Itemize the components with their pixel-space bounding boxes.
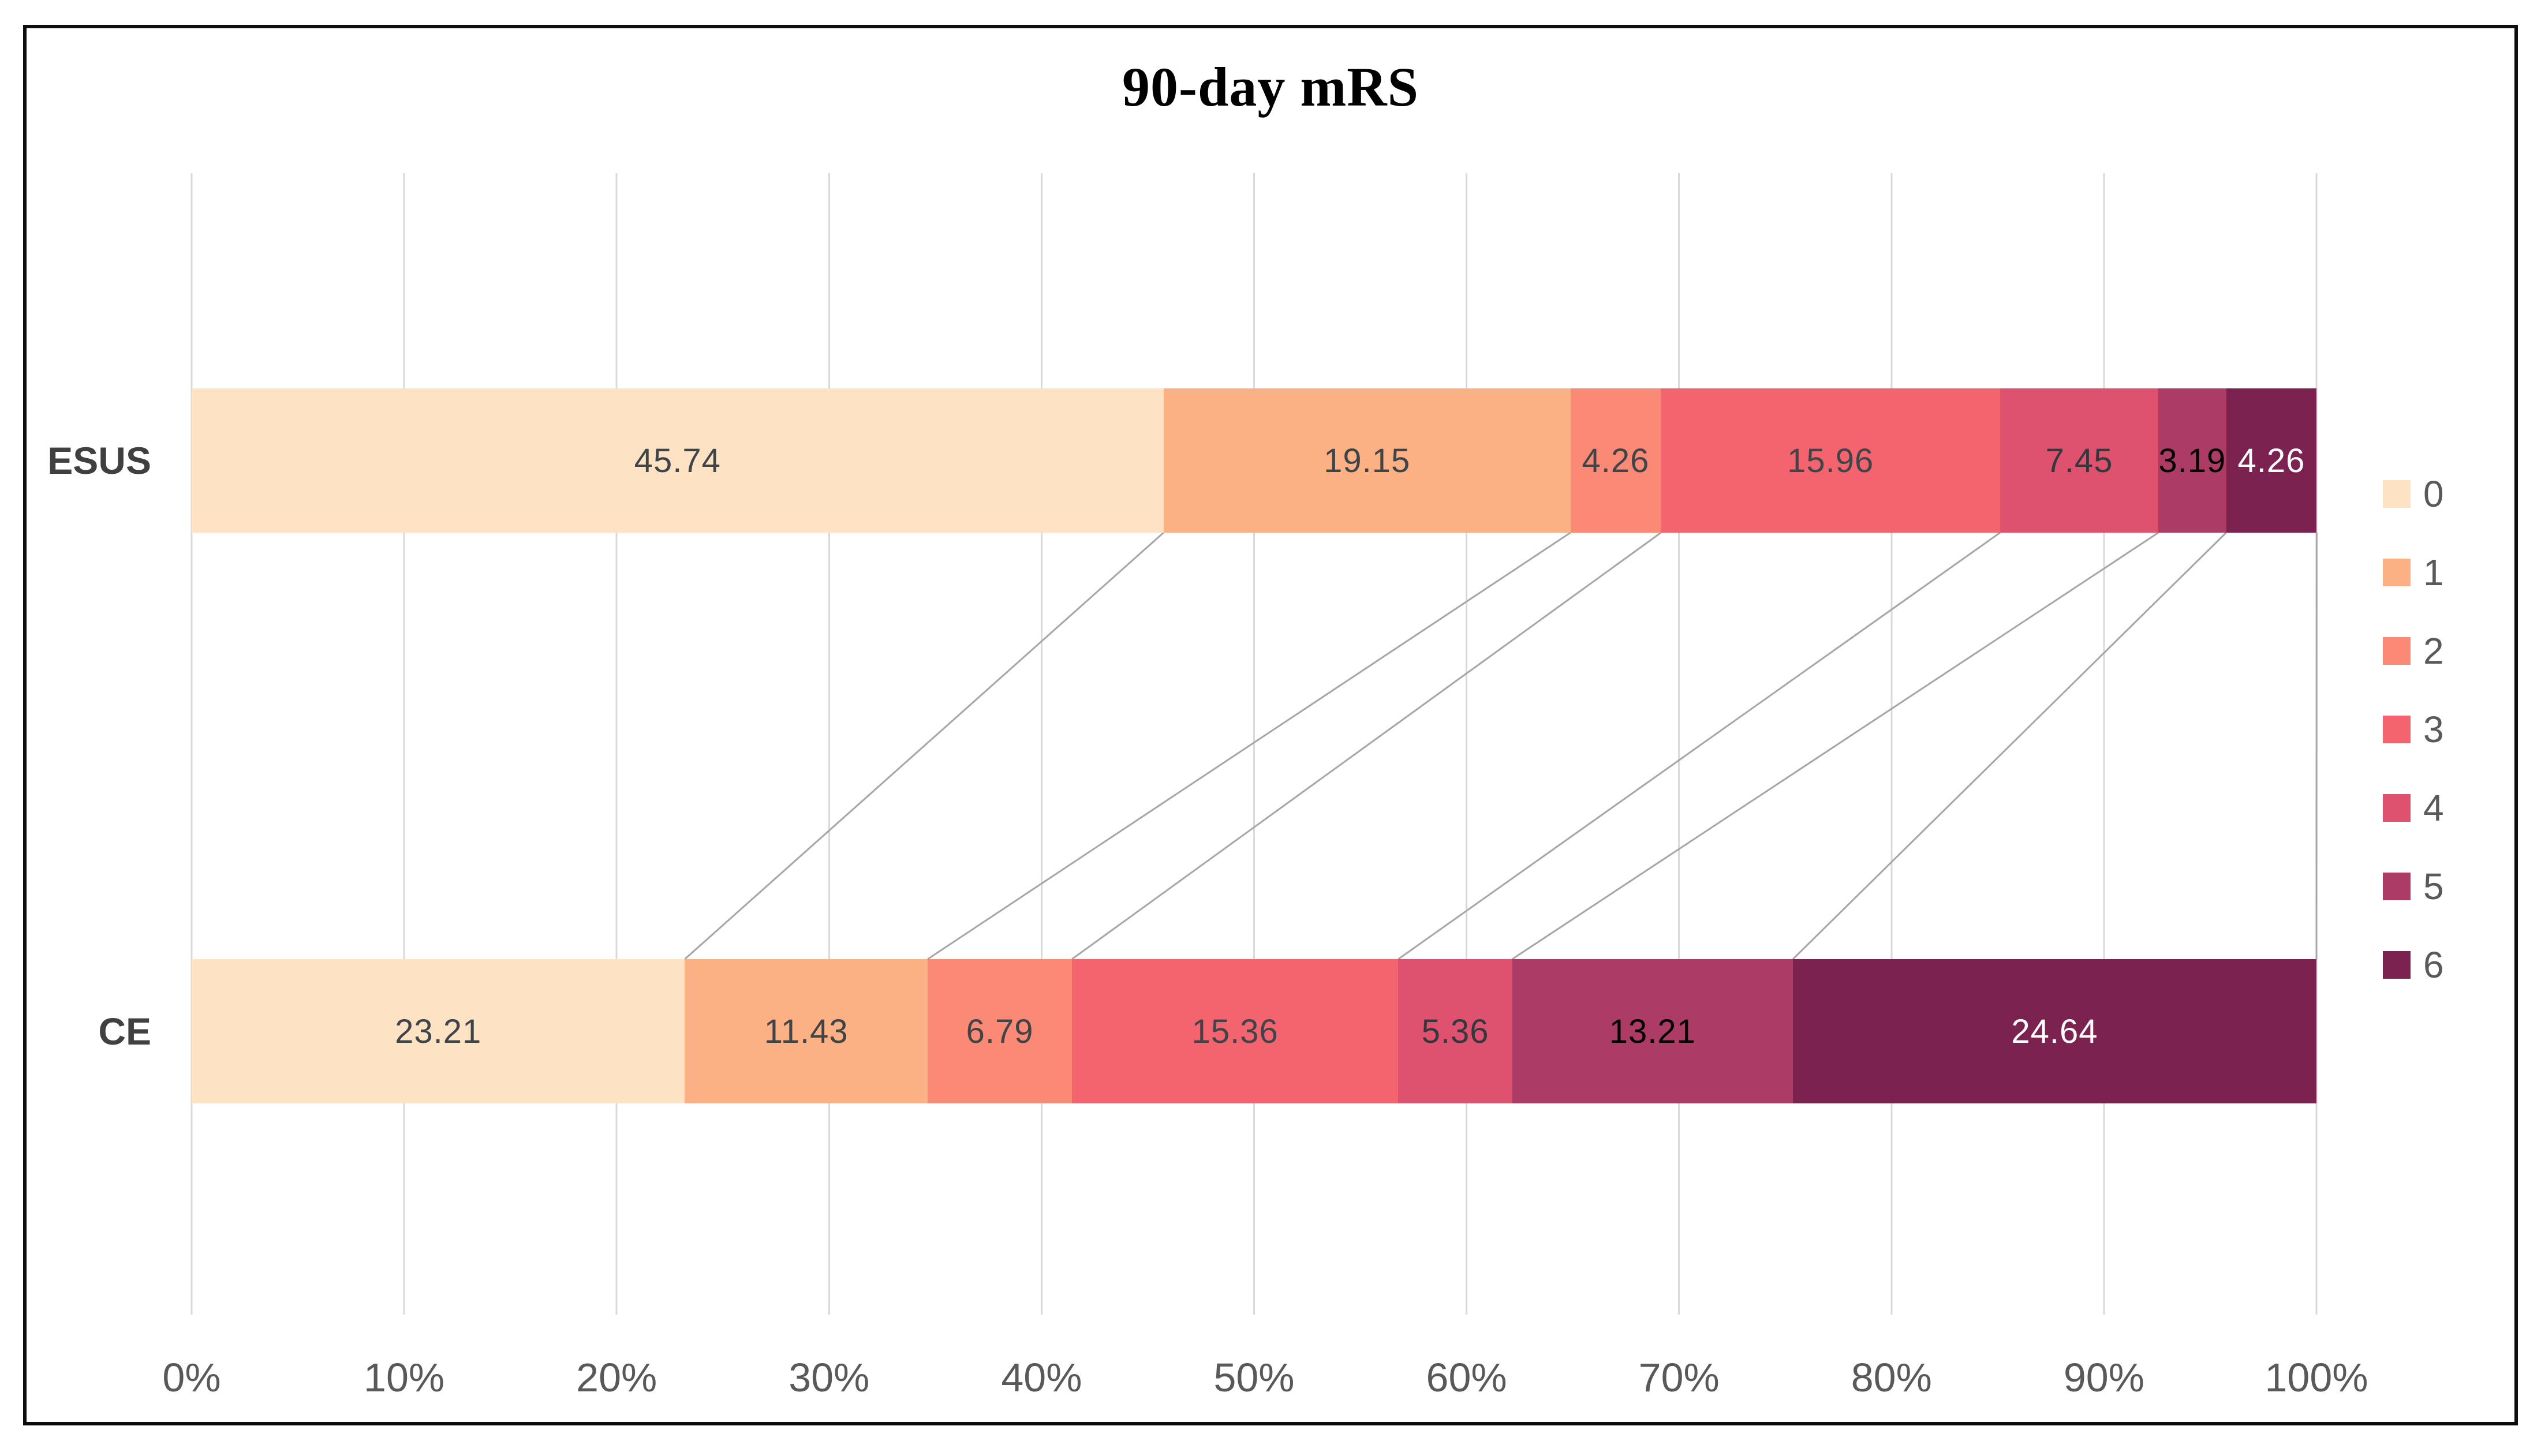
bar-value-label: 15.96 — [1787, 441, 1874, 480]
legend-item-label: 2 — [2423, 630, 2444, 672]
x-axis-tick-label: 30% — [789, 1355, 870, 1400]
bar-value-label: 11.43 — [764, 1012, 849, 1050]
bar-value-label: 4.26 — [1582, 441, 1650, 480]
x-axis-tick-label: 10% — [364, 1355, 445, 1400]
legend-item-mrs0: 0 — [2383, 476, 2444, 512]
legend-item-mrs2: 2 — [2383, 632, 2444, 669]
bar-value-label: 6.79 — [966, 1012, 1034, 1050]
legend-item-label: 5 — [2423, 866, 2444, 907]
legend-item-label: 0 — [2423, 473, 2444, 515]
bar-segment-ce-mrs4: 5.36 — [1398, 959, 1512, 1103]
bar-value-label: 23.21 — [395, 1012, 482, 1050]
legend-item-label: 6 — [2423, 944, 2444, 986]
legend-swatch — [2383, 794, 2411, 822]
x-axis-tick-label: 100% — [2265, 1355, 2368, 1400]
x-axis-tick-label: 90% — [2063, 1355, 2144, 1400]
category-label-esus: ESUS — [47, 439, 151, 482]
legend-swatch — [2383, 637, 2411, 665]
bar-value-label: 45.74 — [634, 441, 721, 480]
connector-line — [1071, 532, 1662, 960]
connector-line — [927, 532, 1571, 960]
bar-value-label: 7.45 — [2045, 441, 2113, 480]
bar-value-label: 24.64 — [2011, 1012, 2098, 1050]
x-axis-tick-label: 70% — [1638, 1355, 1720, 1400]
legend-swatch — [2383, 951, 2411, 979]
x-axis-tick-label: 50% — [1213, 1355, 1295, 1400]
bar-value-label: 3.19 — [2158, 441, 2226, 480]
bar-segment-esus-mrs5: 3.19 — [2158, 388, 2226, 533]
chart-frame — [23, 25, 2518, 1425]
connector-line — [684, 532, 1164, 960]
legend-item-mrs4: 4 — [2383, 789, 2444, 826]
x-axis-tick-label: 40% — [1001, 1355, 1082, 1400]
bar-segment-ce-mrs1: 11.43 — [685, 959, 928, 1103]
bar-segment-ce-mrs6: 24.64 — [1793, 959, 2316, 1103]
connector-line — [1511, 532, 2159, 960]
bar-value-label: 4.26 — [2237, 441, 2305, 480]
legend-item-label: 4 — [2423, 787, 2444, 829]
bar-value-label: 13.21 — [1609, 1012, 1696, 1050]
legend-item-mrs6: 6 — [2383, 946, 2444, 983]
legend-item-label: 1 — [2423, 552, 2444, 593]
legend-swatch — [2383, 480, 2411, 508]
bar-segment-esus-mrs2: 4.26 — [1570, 388, 1661, 533]
legend-item-mrs1: 1 — [2383, 554, 2444, 591]
bar-segment-ce-mrs5: 13.21 — [1512, 959, 1793, 1103]
connector-line — [1397, 532, 2001, 960]
bar-value-label: 15.36 — [1191, 1012, 1279, 1050]
bar-value-label: 19.15 — [1324, 441, 1411, 480]
x-axis-tick-label: 20% — [576, 1355, 657, 1400]
x-axis-tick-label: 60% — [1426, 1355, 1507, 1400]
bar-segment-esus-mrs3: 15.96 — [1661, 388, 2000, 533]
legend-swatch — [2383, 716, 2411, 743]
bar-segment-esus-mrs6: 4.26 — [2226, 388, 2317, 533]
category-label-ce: CE — [98, 1010, 151, 1053]
bar-value-label: 5.36 — [1421, 1012, 1489, 1050]
connector-line — [1792, 532, 2227, 960]
bar-segment-esus-mrs0: 45.74 — [192, 388, 1164, 533]
bar-segment-ce-mrs0: 23.21 — [192, 959, 685, 1103]
bar-segment-esus-mrs1: 19.15 — [1163, 388, 1571, 533]
legend-item-label: 3 — [2423, 709, 2444, 750]
bar-segment-ce-mrs3: 15.36 — [1072, 959, 1399, 1103]
legend-item-mrs5: 5 — [2383, 868, 2444, 905]
legend-item-mrs3: 3 — [2383, 711, 2444, 748]
bar-segment-esus-mrs4: 7.45 — [2000, 388, 2159, 533]
bar-segment-ce-mrs2: 6.79 — [928, 959, 1073, 1103]
legend-swatch — [2383, 873, 2411, 900]
x-axis-tick-label: 0% — [162, 1355, 221, 1400]
x-axis-tick-label: 80% — [1851, 1355, 1932, 1400]
legend-swatch — [2383, 559, 2411, 586]
chart-title: 90-day mRS — [1122, 56, 1419, 118]
